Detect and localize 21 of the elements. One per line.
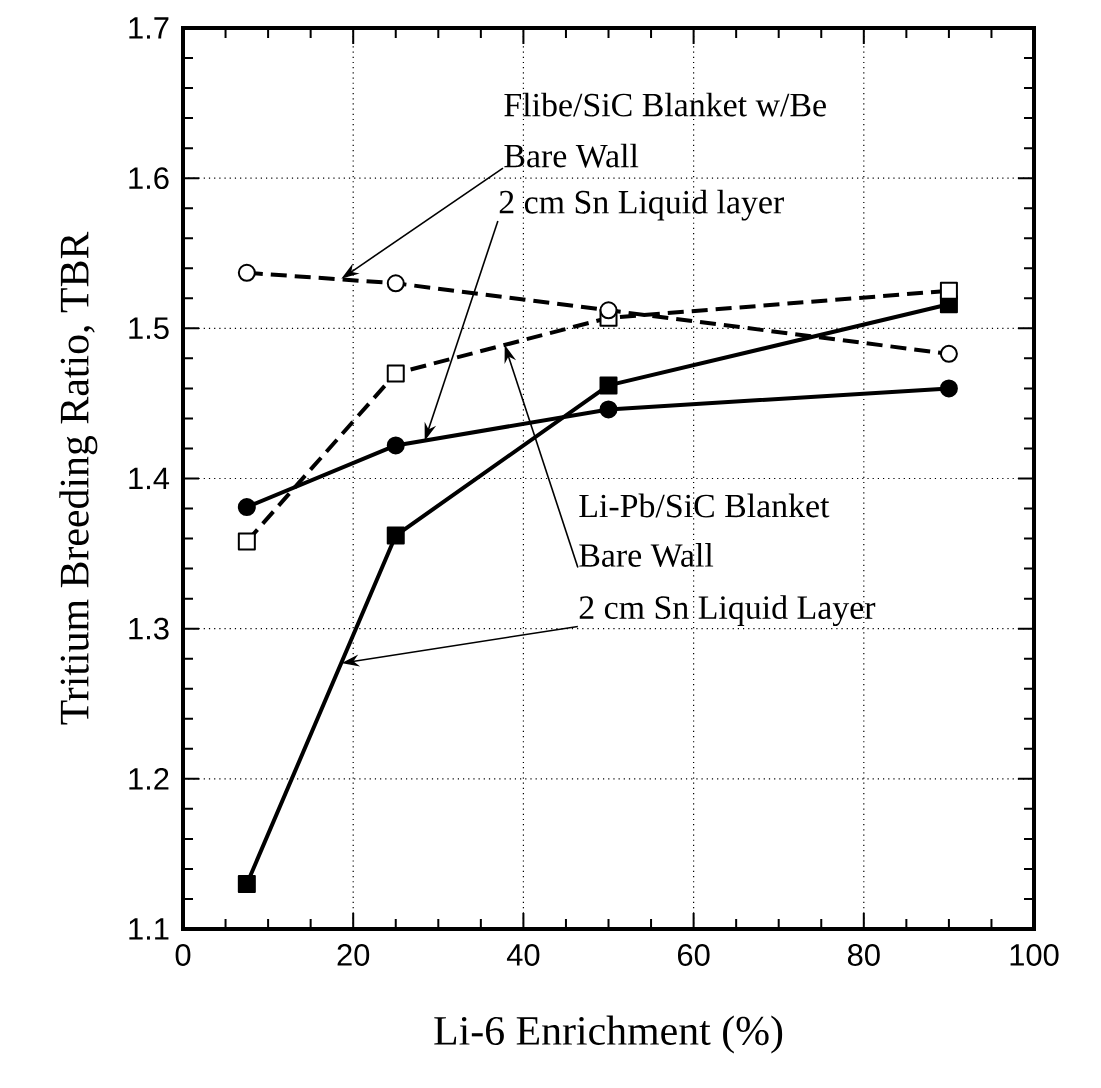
annotation: Flibe/SiC Blanket w/Be: [504, 92, 826, 117]
y-tick-label: 1.7: [129, 17, 169, 39]
x-tick-label: 40: [506, 944, 540, 966]
y-tick-label: 1.5: [129, 317, 169, 340]
y-tick-label: 1.2: [129, 768, 169, 790]
y-tick-label: 1.1: [129, 918, 169, 940]
annotation: Bare Wall: [579, 543, 714, 568]
x-tick-label: 80: [847, 944, 880, 966]
x-tick-label: 60: [677, 944, 710, 966]
x-tick-label: 20: [337, 944, 370, 966]
x-tick-label: 0: [175, 944, 191, 966]
y-axis-title: Tritium Breeding Ratio, TBR: [59, 231, 98, 725]
annotation: 2 cm Sn Liquid Layer: [579, 595, 876, 627]
annotation: Bare Wall: [504, 143, 639, 168]
y-tick-label: 1.3: [129, 617, 169, 640]
y-tick-label: 1.4: [129, 467, 170, 490]
annotation: 2 cm Sn Liquid layer: [499, 189, 784, 221]
y-tick-label: 1.6: [129, 167, 169, 190]
x-axis-title: Li-6 Enrichment (%): [434, 1015, 783, 1054]
annotation: Li-Pb/SiC Blanket: [579, 493, 830, 518]
x-tick-label: 100: [1010, 944, 1059, 966]
